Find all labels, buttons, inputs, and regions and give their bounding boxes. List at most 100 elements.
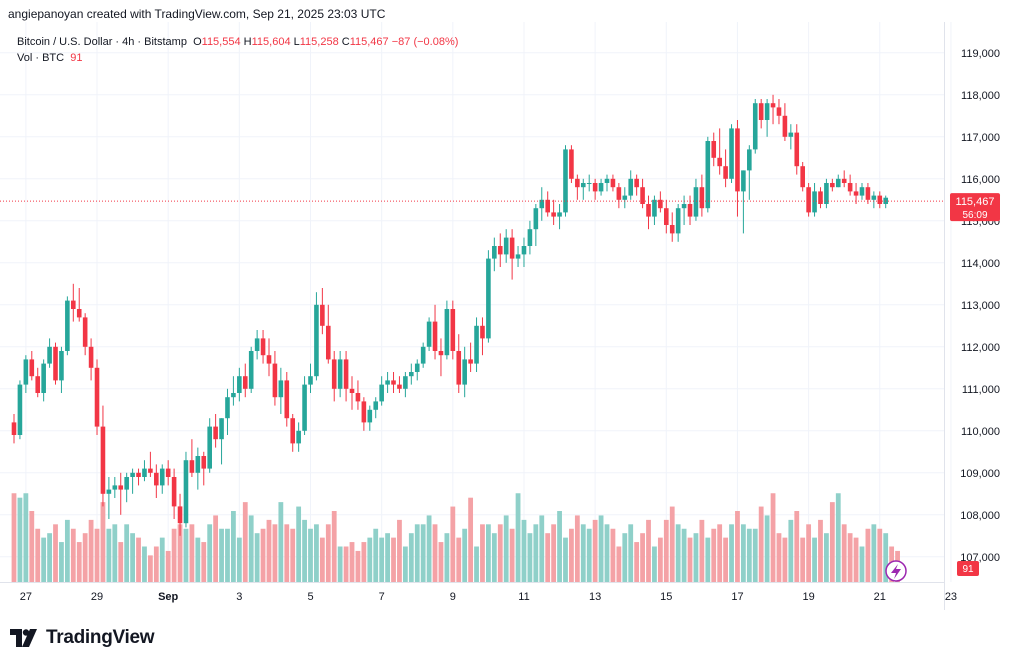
candle-body xyxy=(735,128,740,192)
candle xyxy=(302,376,307,435)
candlestick-chart[interactable]: 107,000 108,000 109,000 110,000 111,000 112,0… xyxy=(0,22,1024,610)
candle-body xyxy=(812,191,817,213)
candle-body xyxy=(403,376,408,389)
candle-body xyxy=(509,237,515,259)
volume-bar xyxy=(408,533,414,582)
candle xyxy=(219,418,224,465)
volume-bar xyxy=(835,493,841,582)
volume-bar xyxy=(260,528,266,582)
candle xyxy=(65,296,70,356)
candle-body xyxy=(758,103,764,120)
candle-body xyxy=(426,321,432,347)
volume-bar xyxy=(545,533,551,582)
legend-close-value: 115,467 xyxy=(349,36,389,48)
candle-body xyxy=(296,430,301,444)
badges: 115,467 56:09 91 xyxy=(885,193,1000,582)
chart-legend: Bitcoin / U.S. Dollar · 4h · Bitstamp O1… xyxy=(17,34,458,66)
bar-countdown: 56:09 xyxy=(962,210,987,221)
candle-body xyxy=(23,359,29,385)
candle xyxy=(59,346,64,393)
candle-body xyxy=(497,246,503,255)
candle-body xyxy=(800,166,805,188)
volume-bar xyxy=(509,528,515,582)
candle xyxy=(142,460,147,482)
candle xyxy=(758,99,764,129)
candle-body xyxy=(604,178,610,183)
candle xyxy=(788,124,794,150)
volume-bar xyxy=(35,528,41,582)
volume-bar xyxy=(776,533,782,582)
candle-body xyxy=(592,183,598,192)
volume-bar xyxy=(207,524,213,582)
legend-low-value: 115,258 xyxy=(299,36,339,48)
tradingview-logo[interactable]: TradingView xyxy=(10,627,155,649)
candle xyxy=(509,229,515,280)
candle xyxy=(331,351,337,402)
volume-bar xyxy=(527,533,533,582)
candle-body xyxy=(432,321,438,351)
legend-volume-label[interactable]: Vol · BTC xyxy=(17,52,65,64)
candle xyxy=(681,195,687,225)
legend-high-value: 115,604 xyxy=(251,36,291,48)
candle-body xyxy=(237,376,242,393)
volume-bar xyxy=(195,537,201,582)
candle xyxy=(634,174,639,196)
volume-bar xyxy=(800,537,806,582)
candle-body xyxy=(503,237,509,255)
candle-body xyxy=(640,187,645,204)
candle-body xyxy=(331,359,337,389)
candle-body xyxy=(272,363,278,398)
volume-bar xyxy=(657,537,663,582)
legend-symbol[interactable]: Bitcoin / U.S. Dollar · 4h · Bitstamp xyxy=(17,36,187,48)
candle-body xyxy=(699,187,705,209)
candle-body xyxy=(171,477,177,507)
volume-bar xyxy=(147,555,153,582)
volume-bar xyxy=(254,533,260,582)
volume-bar xyxy=(367,537,373,582)
candle-body xyxy=(165,468,171,477)
candle-body xyxy=(711,141,717,158)
candle-body xyxy=(669,225,675,234)
y-tick-label: 118,000 xyxy=(961,90,1000,102)
candle xyxy=(628,170,634,200)
candle-body xyxy=(444,309,450,356)
candle-body xyxy=(53,346,58,381)
volume-bar xyxy=(17,497,23,582)
volume-bar xyxy=(462,528,468,582)
candle-body xyxy=(254,338,260,351)
volume-bar xyxy=(171,528,177,582)
x-tick-label: 19 xyxy=(802,591,814,603)
candle xyxy=(592,178,598,200)
candle-body xyxy=(361,401,367,423)
volume-bar xyxy=(41,537,47,582)
candle xyxy=(563,145,568,217)
candle-body xyxy=(314,304,319,377)
candle-body xyxy=(853,191,859,196)
candle-body xyxy=(486,258,491,339)
candle xyxy=(497,233,503,267)
candle xyxy=(847,174,853,196)
volume-bar xyxy=(770,493,776,582)
candle xyxy=(420,342,426,368)
candle-body xyxy=(794,132,800,167)
candle xyxy=(586,174,592,192)
candle-body xyxy=(776,107,782,116)
candle xyxy=(533,204,539,246)
volume-bar xyxy=(379,537,385,582)
candle-body xyxy=(242,376,248,389)
candle xyxy=(723,149,728,188)
volume-bar xyxy=(124,524,130,582)
candle xyxy=(367,405,373,431)
candle xyxy=(835,174,841,188)
candle xyxy=(551,199,556,225)
volume-bar xyxy=(503,515,509,582)
volume-bar xyxy=(231,511,236,582)
y-tick-label: 119,000 xyxy=(961,48,1000,60)
candle-body xyxy=(741,170,746,192)
candle-body xyxy=(752,103,758,150)
bolt-icon[interactable] xyxy=(885,560,907,582)
candle xyxy=(76,288,82,322)
candle xyxy=(486,250,491,343)
candle xyxy=(71,283,76,322)
volume-bar xyxy=(486,524,491,582)
